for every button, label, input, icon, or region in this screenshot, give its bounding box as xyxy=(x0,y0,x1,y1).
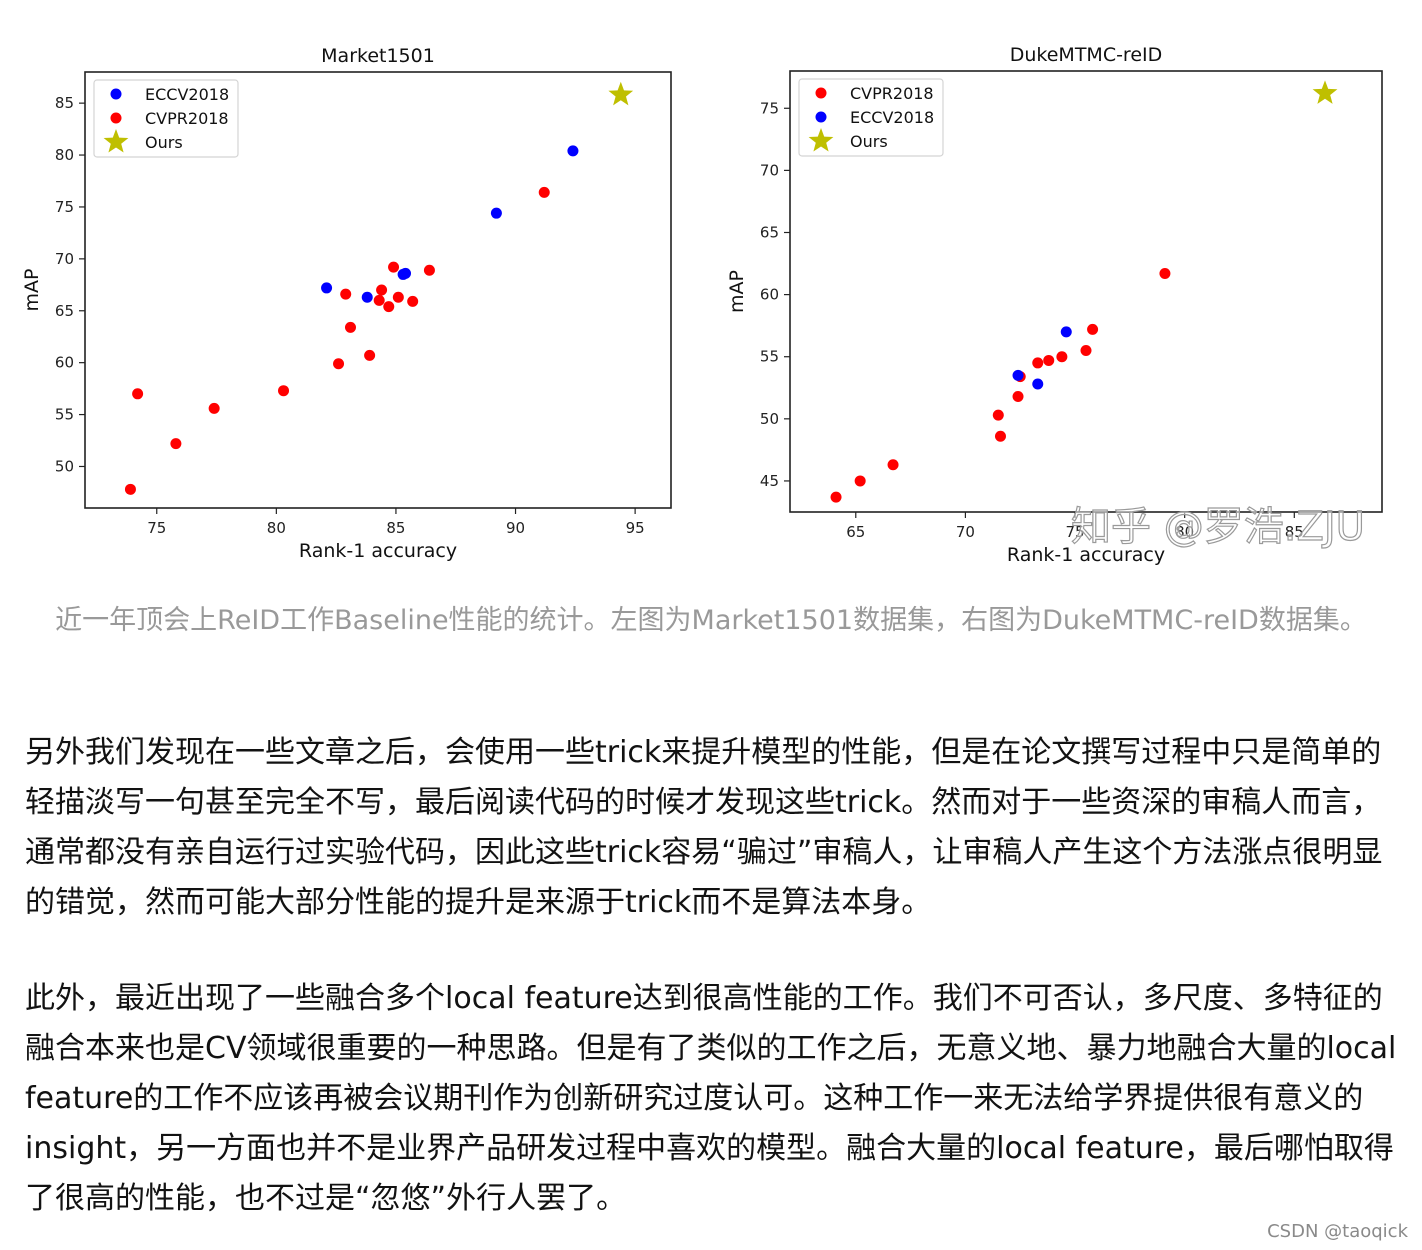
data-point-cvpr2018 xyxy=(373,294,385,306)
y-tick-label: 85 xyxy=(55,94,74,112)
legend-marker-eccv2018 xyxy=(110,88,122,100)
data-point-ours xyxy=(608,81,634,106)
data-point-cvpr2018 xyxy=(1056,351,1068,363)
data-point-cvpr2018 xyxy=(1032,357,1044,369)
data-point-cvpr2018 xyxy=(994,430,1006,442)
figure-watermark: 知乎 @罗浩.ZJU xyxy=(1071,504,1365,550)
y-tick-label: 55 xyxy=(760,348,779,366)
data-point-cvpr2018 xyxy=(392,291,404,303)
x-tick-label: 75 xyxy=(147,519,166,537)
data-point-ours xyxy=(1312,80,1338,104)
data-point-cvpr2018 xyxy=(1159,267,1171,279)
legend-marker-ours xyxy=(103,129,129,153)
y-tick-label: 70 xyxy=(55,250,74,268)
paragraph-2: 此外，最近出现了一些融合多个local feature达到很高性能的工作。我们不… xyxy=(25,981,1397,1216)
legend-label-cvpr2018: CVPR2018 xyxy=(850,84,934,103)
y-tick-label: 60 xyxy=(55,354,74,372)
data-point-cvpr2018 xyxy=(278,385,290,397)
data-point-cvpr2018 xyxy=(423,264,435,276)
legend-label-ours: Ours xyxy=(145,133,183,152)
y-tick-label: 80 xyxy=(55,146,74,164)
data-point-cvpr2018 xyxy=(344,321,356,333)
data-point-cvpr2018 xyxy=(208,402,220,414)
data-point-eccv2018 xyxy=(400,267,412,279)
data-point-eccv2018 xyxy=(490,207,502,219)
x-tick-label: 80 xyxy=(267,519,286,537)
data-point-cvpr2018 xyxy=(388,261,400,273)
x-tick-label: 85 xyxy=(1285,523,1304,541)
legend-marker-cvpr2018 xyxy=(815,87,827,99)
paragraph-1: 另外我们发现在一些文章之后，会使用一些trick来提升模型的性能，但是在论文撰写… xyxy=(25,735,1383,920)
y-tick-label: 60 xyxy=(760,286,779,304)
data-point-cvpr2018 xyxy=(1012,390,1024,402)
legend-label-eccv2018: ECCV2018 xyxy=(145,85,229,104)
data-point-cvpr2018 xyxy=(992,409,1004,421)
legend-label-ours: Ours xyxy=(850,132,888,151)
y-tick-label: 70 xyxy=(760,161,779,179)
x-tick-label: 85 xyxy=(386,519,405,537)
figure: Market1501 75 80 85 90 95 50 55 60 65 70 75 80 85 Rank… xyxy=(21,44,1383,566)
data-point-cvpr2018 xyxy=(830,491,842,503)
csdn-watermark: CSDN @taoqick xyxy=(1267,1221,1408,1242)
data-point-cvpr2018 xyxy=(383,301,395,313)
data-point-cvpr2018 xyxy=(340,288,352,300)
x-tick-label: 70 xyxy=(956,523,975,541)
data-point-cvpr2018 xyxy=(170,438,182,450)
chart-dukemtmc-reid: DukeMTMC-reID 65 70 75 80 85 45 50 55 60 65 70 75 Ran… xyxy=(726,44,1383,566)
data-point-eccv2018 xyxy=(1012,369,1024,381)
data-point-cvpr2018 xyxy=(1043,354,1055,366)
y-tick-label: 75 xyxy=(760,99,779,117)
y-tick-label: 65 xyxy=(55,302,74,320)
legend-label-cvpr2018: CVPR2018 xyxy=(145,109,229,128)
y-tick-label: 50 xyxy=(760,410,779,428)
data-point-eccv2018 xyxy=(321,282,333,294)
y-tick-label: 75 xyxy=(55,198,74,216)
data-point-cvpr2018 xyxy=(407,295,419,307)
data-point-cvpr2018 xyxy=(124,483,136,495)
x-axis-label: Rank-1 accuracy xyxy=(299,540,457,562)
x-tick-label: 75 xyxy=(1065,523,1084,541)
data-point-eccv2018 xyxy=(1032,378,1044,390)
data-point-cvpr2018 xyxy=(333,358,345,370)
y-tick-label: 45 xyxy=(760,472,779,490)
figure-caption: 近一年顶会上ReID工作Baseline性能的统计。左图为Market1501数… xyxy=(55,605,1367,636)
data-point-cvpr2018 xyxy=(887,459,899,471)
data-point-cvpr2018 xyxy=(132,388,144,400)
x-tick-label: 90 xyxy=(506,519,525,537)
legend-label-eccv2018: ECCV2018 xyxy=(850,108,934,127)
y-axis-label: mAP xyxy=(21,269,43,312)
legend-box xyxy=(93,79,239,158)
legend-marker-ours xyxy=(808,128,834,152)
y-tick-label: 65 xyxy=(760,223,779,241)
data-point-eccv2018 xyxy=(567,145,579,157)
data-point-cvpr2018 xyxy=(854,475,866,487)
x-tick-label: 95 xyxy=(626,519,645,537)
legend-marker-cvpr2018 xyxy=(110,112,122,124)
data-point-eccv2018 xyxy=(361,291,373,303)
data-point-cvpr2018 xyxy=(376,284,388,296)
chart-market1501: Market1501 75 80 85 90 95 50 55 60 65 70 75 80 85 Rank… xyxy=(21,45,672,562)
x-axis-label: Rank-1 accuracy xyxy=(1007,544,1165,566)
x-tick-label: 65 xyxy=(846,523,865,541)
data-point-cvpr2018 xyxy=(1080,345,1092,357)
chart-title: Market1501 xyxy=(321,45,435,67)
y-tick-label: 50 xyxy=(55,457,74,475)
x-tick-label: 80 xyxy=(1175,523,1194,541)
data-point-cvpr2018 xyxy=(1087,323,1099,335)
legend-marker-eccv2018 xyxy=(815,111,827,123)
y-axis-label: mAP xyxy=(726,270,748,313)
data-point-eccv2018 xyxy=(1060,326,1072,338)
legend-box xyxy=(798,78,944,157)
data-point-cvpr2018 xyxy=(538,186,550,198)
y-tick-label: 55 xyxy=(55,406,74,424)
chart-title: DukeMTMC-reID xyxy=(1010,44,1163,66)
data-point-cvpr2018 xyxy=(364,349,376,361)
